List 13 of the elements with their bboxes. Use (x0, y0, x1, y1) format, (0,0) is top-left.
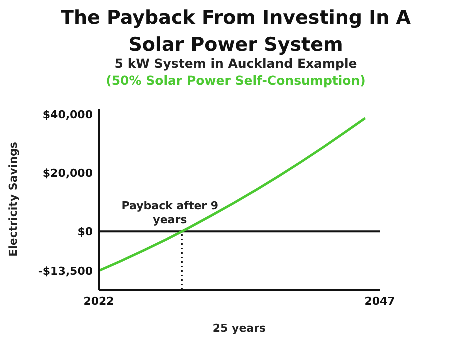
y-tick-label: -$13,500 (38, 264, 94, 278)
line-series (98, 117, 367, 272)
text: (50% Solar Power Self-Consumption) (106, 73, 366, 88)
chart-title: The Payback From Investing In A Solar Power System (61, 7, 412, 56)
y-tick-label: $0 (78, 225, 94, 238)
x-tick-label: 2022 (84, 295, 114, 308)
x-tick-label: 2047 (364, 295, 396, 308)
y-axis-title: Electricity Savings (7, 142, 20, 257)
y-tick-label: $20,000 (42, 167, 94, 180)
y-tick-label: $40,000 (42, 108, 94, 122)
chart-subtitle: 5 kW System in Auckland Example (114, 56, 358, 71)
x-axis-title: 25 years (212, 322, 267, 335)
annotation: Payback after 9 years (122, 200, 219, 227)
